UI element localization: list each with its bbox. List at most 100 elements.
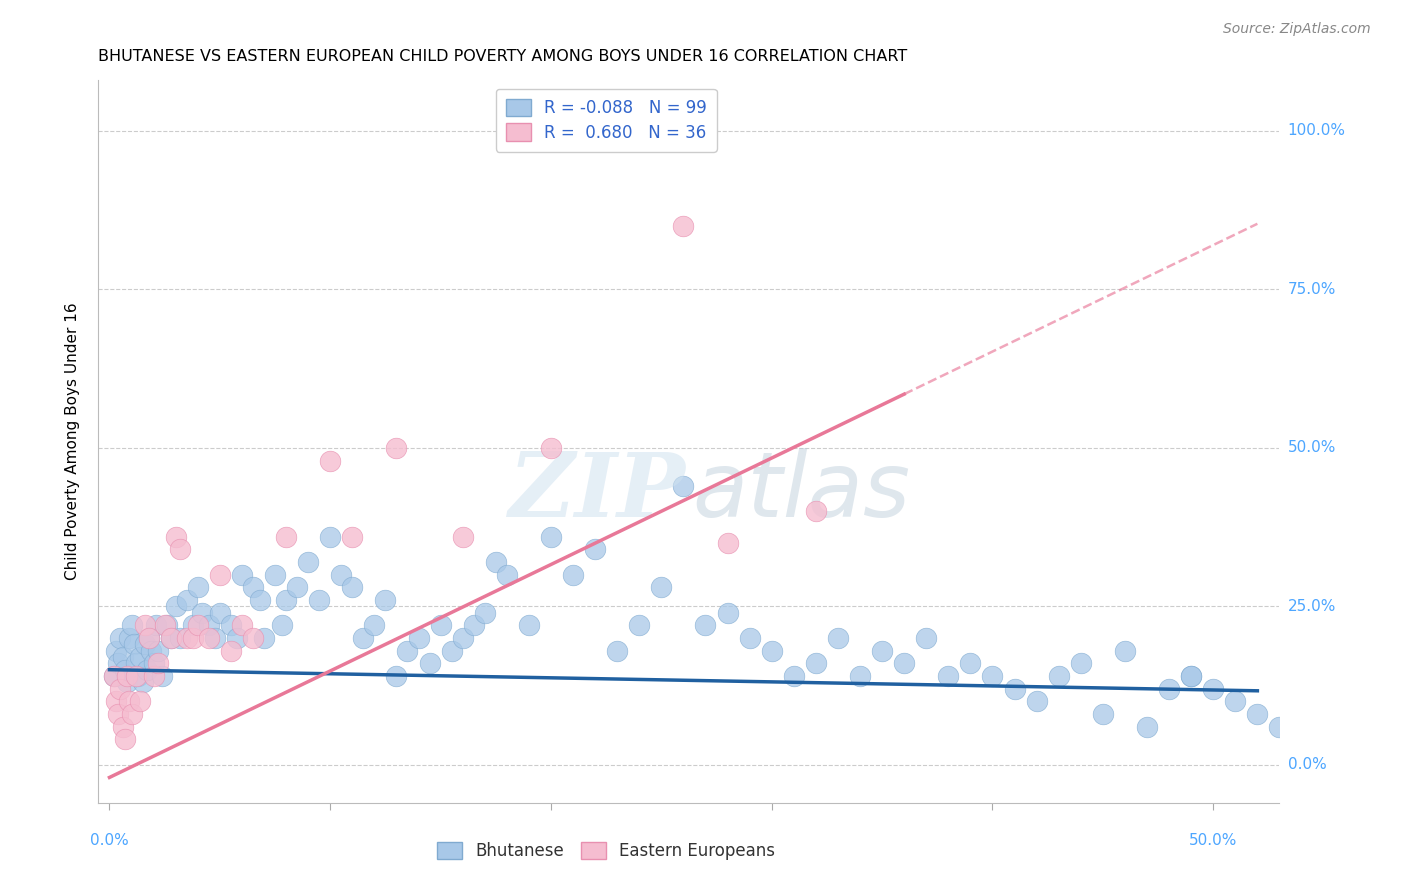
Point xyxy=(204,631,226,645)
Point xyxy=(1246,707,1268,722)
Point xyxy=(176,631,198,645)
Point xyxy=(804,657,827,671)
Point xyxy=(219,618,242,632)
Point xyxy=(165,599,187,614)
Point xyxy=(672,479,695,493)
Point xyxy=(408,631,430,645)
Point xyxy=(463,618,485,632)
Point xyxy=(1202,681,1225,696)
Text: 75.0%: 75.0% xyxy=(1288,282,1336,297)
Point xyxy=(738,631,761,645)
Point xyxy=(650,580,672,594)
Point xyxy=(142,669,165,683)
Point xyxy=(105,694,128,708)
Point xyxy=(517,618,540,632)
Text: BHUTANESE VS EASTERN EUROPEAN CHILD POVERTY AMONG BOYS UNDER 16 CORRELATION CHAR: BHUTANESE VS EASTERN EUROPEAN CHILD POVE… xyxy=(98,49,908,64)
Point xyxy=(176,593,198,607)
Point xyxy=(242,580,264,594)
Point xyxy=(1136,720,1159,734)
Y-axis label: Child Poverty Among Boys Under 16: Child Poverty Among Boys Under 16 xyxy=(65,302,80,581)
Point xyxy=(385,669,408,683)
Point xyxy=(134,618,156,632)
Point xyxy=(118,694,141,708)
Point xyxy=(226,631,249,645)
Point xyxy=(849,669,872,683)
Point xyxy=(121,707,143,722)
Point xyxy=(495,567,517,582)
Point xyxy=(125,657,148,671)
Point xyxy=(121,618,143,632)
Point xyxy=(451,631,474,645)
Point xyxy=(103,669,125,683)
Point xyxy=(695,618,717,632)
Point xyxy=(145,618,167,632)
Point xyxy=(308,593,330,607)
Point xyxy=(183,618,205,632)
Point xyxy=(270,618,292,632)
Point xyxy=(146,643,169,657)
Point xyxy=(893,657,915,671)
Point xyxy=(540,530,562,544)
Point xyxy=(129,694,152,708)
Point xyxy=(114,663,136,677)
Point xyxy=(136,663,159,677)
Point xyxy=(264,567,287,582)
Point xyxy=(628,618,651,632)
Point xyxy=(131,675,153,690)
Point xyxy=(485,555,508,569)
Point xyxy=(187,618,209,632)
Point xyxy=(385,441,408,455)
Point xyxy=(253,631,276,645)
Point xyxy=(804,504,827,518)
Point xyxy=(107,657,129,671)
Point xyxy=(152,669,174,683)
Text: 50.0%: 50.0% xyxy=(1288,441,1336,456)
Point xyxy=(138,631,160,645)
Text: Source: ZipAtlas.com: Source: ZipAtlas.com xyxy=(1223,22,1371,37)
Point xyxy=(118,631,141,645)
Point xyxy=(297,555,319,569)
Point xyxy=(153,618,176,632)
Point xyxy=(165,530,187,544)
Point xyxy=(129,650,152,665)
Point xyxy=(1180,669,1202,683)
Point xyxy=(1157,681,1180,696)
Point xyxy=(160,631,183,645)
Point xyxy=(231,567,253,582)
Text: 100.0%: 100.0% xyxy=(1288,123,1346,138)
Point xyxy=(583,542,606,557)
Point xyxy=(114,732,136,747)
Point xyxy=(1070,657,1092,671)
Point xyxy=(160,631,183,645)
Point xyxy=(342,580,364,594)
Point xyxy=(606,643,628,657)
Point xyxy=(672,219,695,233)
Point xyxy=(141,643,163,657)
Text: atlas: atlas xyxy=(693,448,911,536)
Point xyxy=(870,643,893,657)
Point xyxy=(111,720,134,734)
Point xyxy=(274,593,297,607)
Point xyxy=(187,580,209,594)
Point xyxy=(208,606,231,620)
Point xyxy=(110,681,132,696)
Point xyxy=(198,618,221,632)
Point xyxy=(122,637,145,651)
Point xyxy=(169,542,191,557)
Point xyxy=(115,675,138,690)
Text: 25.0%: 25.0% xyxy=(1288,599,1336,614)
Point xyxy=(1004,681,1026,696)
Point xyxy=(103,669,125,683)
Point xyxy=(363,618,385,632)
Point xyxy=(169,631,191,645)
Point xyxy=(1047,669,1070,683)
Point xyxy=(107,707,129,722)
Point xyxy=(127,669,149,683)
Point xyxy=(1025,694,1047,708)
Point xyxy=(219,643,242,657)
Point xyxy=(146,657,169,671)
Point xyxy=(419,657,441,671)
Point xyxy=(274,530,297,544)
Point xyxy=(191,606,214,620)
Point xyxy=(827,631,849,645)
